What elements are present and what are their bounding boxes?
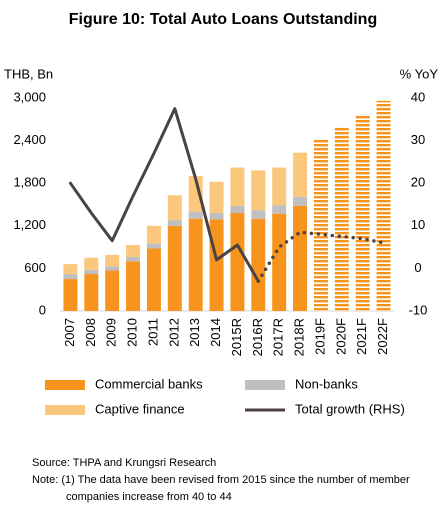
legend-label: Captive finance — [95, 401, 185, 416]
legend-label: Total growth (RHS) — [295, 401, 405, 416]
bar — [188, 211, 203, 219]
bar — [105, 266, 120, 271]
legend-swatch — [45, 380, 85, 390]
source: Source: THPA and Krungsri Research — [32, 457, 216, 469]
legend-swatch — [245, 380, 285, 390]
x-tick-label: 2007 — [62, 318, 77, 347]
bar — [251, 218, 266, 311]
x-tick-label: 2022F — [375, 318, 390, 355]
y-tick-label: 2,400 — [13, 132, 46, 147]
bar — [126, 257, 141, 262]
y-tick-label: 1,800 — [13, 175, 46, 190]
bar — [293, 196, 308, 206]
y2-tick-label: -10 — [409, 302, 428, 317]
bar — [146, 248, 161, 311]
y-axis-label: THB, Bn — [4, 66, 53, 81]
y-tick-label: 1,200 — [13, 217, 46, 232]
x-tick-label: 2009 — [104, 318, 119, 347]
x-tick-label: 2019F — [312, 318, 327, 355]
bar — [188, 176, 203, 212]
x-tick-label: 2013 — [187, 318, 202, 347]
note: companies increase from 40 to 44 — [66, 491, 232, 503]
y2-axis-label: % YoY — [400, 66, 439, 81]
bar — [272, 167, 287, 206]
bar — [209, 181, 224, 214]
x-tick-label: 2011 — [145, 318, 160, 346]
bar — [251, 170, 266, 211]
bar — [293, 152, 308, 197]
x-tick-label: 2012 — [166, 318, 181, 347]
bar — [209, 213, 224, 220]
bar — [251, 210, 266, 219]
legend-label: Non-banks — [295, 376, 358, 391]
bar — [63, 279, 78, 311]
note: Note: (1) The data have been revised fro… — [32, 474, 410, 486]
y2-tick-label: 10 — [411, 217, 425, 232]
bar — [334, 126, 349, 312]
bar — [313, 139, 328, 311]
bar — [188, 218, 203, 311]
x-tick-label: 2021F — [354, 318, 369, 355]
bar — [376, 100, 391, 311]
growth-line — [68, 107, 260, 283]
x-tick-label: 2014 — [208, 318, 223, 347]
bar — [167, 220, 182, 226]
y2-tick-label: 30 — [411, 132, 425, 147]
bar — [126, 261, 141, 311]
bar — [146, 243, 161, 249]
bar — [230, 213, 245, 311]
x-tick-label: 2016R — [250, 318, 265, 356]
x-tick-label: 2020F — [333, 318, 348, 355]
x-tick-label: 2010 — [125, 318, 140, 347]
bar — [146, 225, 161, 244]
y-tick-label: 0 — [39, 302, 46, 317]
bar — [63, 274, 78, 280]
chart-title: Figure 10: Total Auto Loans Outstanding — [69, 11, 377, 28]
x-tick-label: 2008 — [83, 318, 98, 347]
x-tick-label: 2017R — [271, 318, 286, 356]
bar — [272, 205, 287, 214]
bar — [230, 205, 245, 214]
y2-tick-label: 0 — [414, 260, 421, 275]
bar — [209, 219, 224, 311]
bar — [272, 213, 287, 311]
legend-swatch — [45, 405, 85, 415]
bar — [84, 274, 99, 311]
y2-tick-label: 20 — [411, 175, 425, 190]
y-tick-label: 600 — [24, 260, 46, 275]
y-tick-label: 3,000 — [13, 89, 46, 104]
bar — [105, 270, 120, 311]
legend-label: Commercial banks — [95, 376, 203, 391]
bar — [84, 269, 99, 275]
bar — [167, 195, 182, 221]
bar — [126, 244, 141, 258]
bar — [230, 167, 245, 206]
bar — [355, 114, 370, 311]
x-tick-label: 2015R — [229, 318, 244, 356]
x-tick-label: 2018R — [292, 318, 307, 356]
bar — [167, 225, 182, 311]
bar — [105, 254, 120, 267]
y2-tick-label: 40 — [411, 89, 425, 104]
bar — [293, 205, 308, 311]
bar — [63, 264, 78, 275]
bar — [84, 257, 99, 270]
